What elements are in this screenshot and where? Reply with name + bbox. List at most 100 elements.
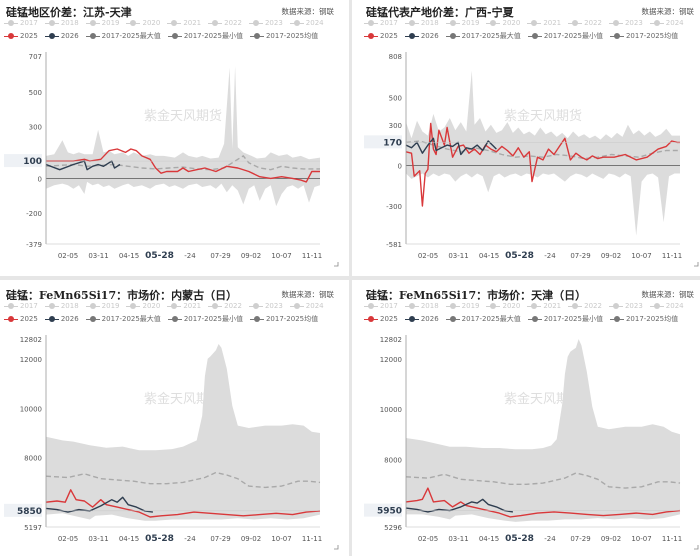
legend-swatch-icon	[445, 302, 460, 310]
chart-plot: 紫金天风期货 808 500 300 170 0 -300 -581 02-05 03-11 04-…	[364, 52, 699, 267]
legend-item-2023[interactable]: 2023	[248, 19, 283, 27]
legend-item-2019[interactable]: 2019	[85, 302, 119, 310]
legend-label: 2020	[142, 302, 161, 310]
legend-item-2025[interactable]: 2025	[4, 315, 38, 323]
y-tick-label: 500	[29, 89, 42, 97]
legend-item-2022[interactable]: 2022	[568, 19, 602, 27]
legend-main: 2025 2026 2017-2025最大值 2017-2025最小值 2017-202…	[364, 31, 685, 41]
legend-swatch-icon	[445, 315, 460, 323]
legend-item-2021[interactable]: 2021	[167, 302, 201, 310]
legend-item-2018[interactable]: 2018	[404, 302, 439, 310]
legend-swatch-icon	[568, 302, 583, 310]
resize-corner-icon	[334, 262, 339, 267]
y-tick-label: 5296	[384, 524, 402, 532]
legend-item-max[interactable]: 2017-2025最大值	[85, 31, 161, 41]
legend-item-2024[interactable]: 2024	[289, 302, 324, 310]
legend-item-2026[interactable]: 2026	[404, 315, 439, 323]
legend-swatch-icon	[44, 19, 59, 27]
legend-item-min[interactable]: 2017-2025最小值	[527, 314, 603, 324]
legend-label: 2023	[624, 19, 643, 27]
x-tick-label: 02-05	[58, 535, 78, 543]
legend-item-2017[interactable]: 2017	[364, 302, 398, 310]
legend-item-2025[interactable]: 2025	[4, 32, 38, 40]
legend-label: 2017	[20, 19, 38, 27]
legend-item-2017[interactable]: 2017	[364, 19, 398, 27]
x-tick-label: 03-11	[88, 535, 108, 543]
legend-item-2018[interactable]: 2018	[44, 19, 79, 27]
legend-label: 2023	[624, 302, 643, 310]
source-label: 数据来源：钢联	[281, 7, 335, 16]
legend-item-2022[interactable]: 2022	[208, 302, 242, 310]
legend-item-2026[interactable]: 2026	[44, 315, 79, 323]
legend-item-2019[interactable]: 2019	[85, 19, 119, 27]
legend-item-2021[interactable]: 2021	[167, 19, 201, 27]
legend-label: 2017-2025最小值	[183, 32, 243, 40]
legend-item-2019[interactable]: 2019	[445, 19, 479, 27]
legend-label: 2017-2025最大值	[461, 315, 521, 323]
legend-item-2024[interactable]: 2024	[289, 19, 324, 27]
legend-item-min[interactable]: 2017-2025最小值	[167, 31, 243, 41]
legend-swatch-icon	[248, 302, 263, 310]
series-line-2026	[405, 137, 497, 156]
legend-item-2017[interactable]: 2017	[4, 19, 38, 27]
legend-swatch-icon	[364, 19, 378, 27]
legend-item-2020[interactable]: 2020	[486, 19, 520, 27]
legend-item-2023[interactable]: 2023	[608, 19, 643, 27]
legend-item-2022[interactable]: 2022	[208, 19, 242, 27]
min-max-band	[406, 70, 680, 236]
legend-item-max[interactable]: 2017-2025最大值	[445, 31, 521, 41]
legend-label: 2020	[142, 19, 161, 27]
legend-item-max[interactable]: 2017-2025最大值	[445, 314, 521, 324]
legend-item-2025[interactable]: 2025	[364, 315, 398, 323]
legend-item-mean[interactable]: 2017-2025均值	[249, 31, 318, 41]
legend-item-2023[interactable]: 2023	[248, 302, 283, 310]
legend-item-2021[interactable]: 2021	[527, 302, 561, 310]
legend-item-2017[interactable]: 2017	[4, 302, 38, 310]
legend-item-2023[interactable]: 2023	[608, 302, 643, 310]
legend-swatch-icon	[404, 315, 419, 323]
legend-item-mean[interactable]: 2017-2025均值	[249, 314, 318, 324]
legend-item-min[interactable]: 2017-2025最小值	[527, 31, 603, 41]
legend-item-2021[interactable]: 2021	[527, 19, 561, 27]
horizontal-divider	[0, 276, 700, 280]
legend-swatch-icon	[249, 315, 264, 323]
x-tick-label: 10-07	[271, 252, 291, 260]
legend-item-2020[interactable]: 2020	[486, 302, 520, 310]
x-tick-label: 05-28	[505, 534, 534, 544]
x-tick-label: 05-28	[145, 534, 174, 544]
legend-item-2025[interactable]: 2025	[364, 32, 398, 40]
legend-item-2024[interactable]: 2024	[649, 302, 684, 310]
legend-item-2026[interactable]: 2026	[44, 32, 79, 40]
x-tick-label: 04-15	[119, 535, 139, 543]
legend-item-2020[interactable]: 2020	[126, 302, 160, 310]
series-line-2026	[405, 498, 514, 513]
legend-item-2026[interactable]: 2026	[404, 32, 439, 40]
legend-item-2022[interactable]: 2022	[568, 302, 602, 310]
legend-swatch-icon	[44, 32, 59, 40]
legend-label: 2017-2025最小值	[543, 315, 603, 323]
y-tick-label: 8000	[24, 455, 42, 463]
legend-swatch-icon	[568, 19, 583, 27]
y-tick-label: 12802	[380, 336, 402, 344]
legend-item-2024[interactable]: 2024	[649, 19, 684, 27]
x-tick-label: 07-29	[210, 252, 230, 260]
legend-item-mean[interactable]: 2017-2025均值	[609, 31, 678, 41]
x-tick-label: 02-05	[418, 535, 438, 543]
x-tick-label: 03-11	[448, 535, 468, 543]
legend-item-min[interactable]: 2017-2025最小值	[167, 314, 243, 324]
chart-title: 硅锰：FeMn65Si17：市场价：内蒙古（日）	[6, 289, 238, 302]
y-tick-label: 12802	[20, 336, 42, 344]
legend-item-max[interactable]: 2017-2025最大值	[85, 314, 161, 324]
x-tick-label: -24	[544, 252, 556, 260]
legend-item-mean[interactable]: 2017-2025均值	[609, 314, 678, 324]
min-max-band	[406, 339, 680, 522]
legend-item-2018[interactable]: 2018	[44, 302, 79, 310]
y-tick-label: 12000	[20, 356, 42, 364]
legend-label: 2022	[224, 302, 242, 310]
legend-label: 2017-2025最大值	[101, 315, 161, 323]
legend-label: 2017-2025最小值	[183, 315, 243, 323]
legend-item-2018[interactable]: 2018	[404, 19, 439, 27]
legend-item-2020[interactable]: 2020	[126, 19, 160, 27]
legend-item-2019[interactable]: 2019	[445, 302, 479, 310]
y-tick-label: 100	[23, 157, 42, 167]
